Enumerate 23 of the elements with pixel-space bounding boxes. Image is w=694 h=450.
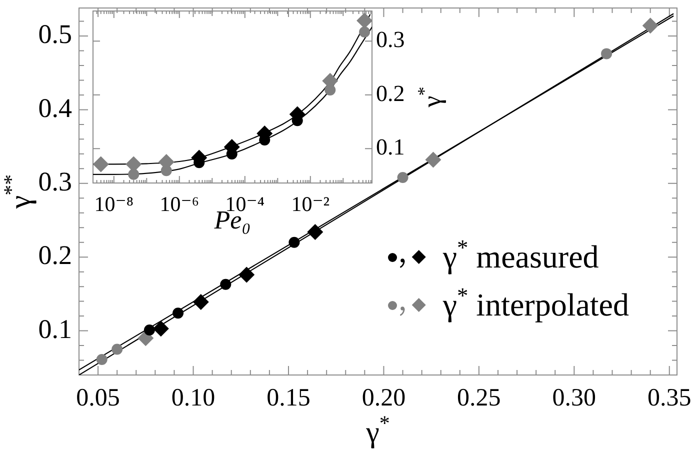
x-tick-label: 10⁻² xyxy=(291,192,330,216)
x-tick-label: 0.10 xyxy=(171,384,216,412)
legend-label: γ* measured xyxy=(442,234,599,275)
y2-tick-label: 0.3 xyxy=(376,27,405,52)
y-tick-label: 0.5 xyxy=(38,19,72,50)
y-tick-label: 0.4 xyxy=(38,92,72,123)
x-tick-label: 0.20 xyxy=(362,384,406,412)
y2-tick-label: 0.2 xyxy=(376,80,405,106)
x-tick-label: 0.35 xyxy=(648,384,692,412)
x-tick-label: 0.25 xyxy=(457,384,501,412)
y-tick-label: 0.1 xyxy=(38,314,72,344)
legend-label: γ* interpolated xyxy=(442,282,629,323)
x-tick-label: 0.30 xyxy=(552,384,596,412)
y2-axis-title: γ* xyxy=(414,86,447,108)
x-tick-label: 0.15 xyxy=(266,384,310,412)
x-tick-label: 10⁻⁶ xyxy=(160,192,200,216)
y-axis-title: γ** xyxy=(0,174,37,210)
x-tick-label: 0.05 xyxy=(76,384,120,412)
y-tick-label: 0.2 xyxy=(38,240,72,270)
y2-tick-label: 0.1 xyxy=(376,134,405,160)
y-tick-label: 0.3 xyxy=(38,166,72,196)
x-tick-label: 10⁻⁸ xyxy=(94,192,134,216)
x-axis-title: γ* xyxy=(365,410,390,449)
